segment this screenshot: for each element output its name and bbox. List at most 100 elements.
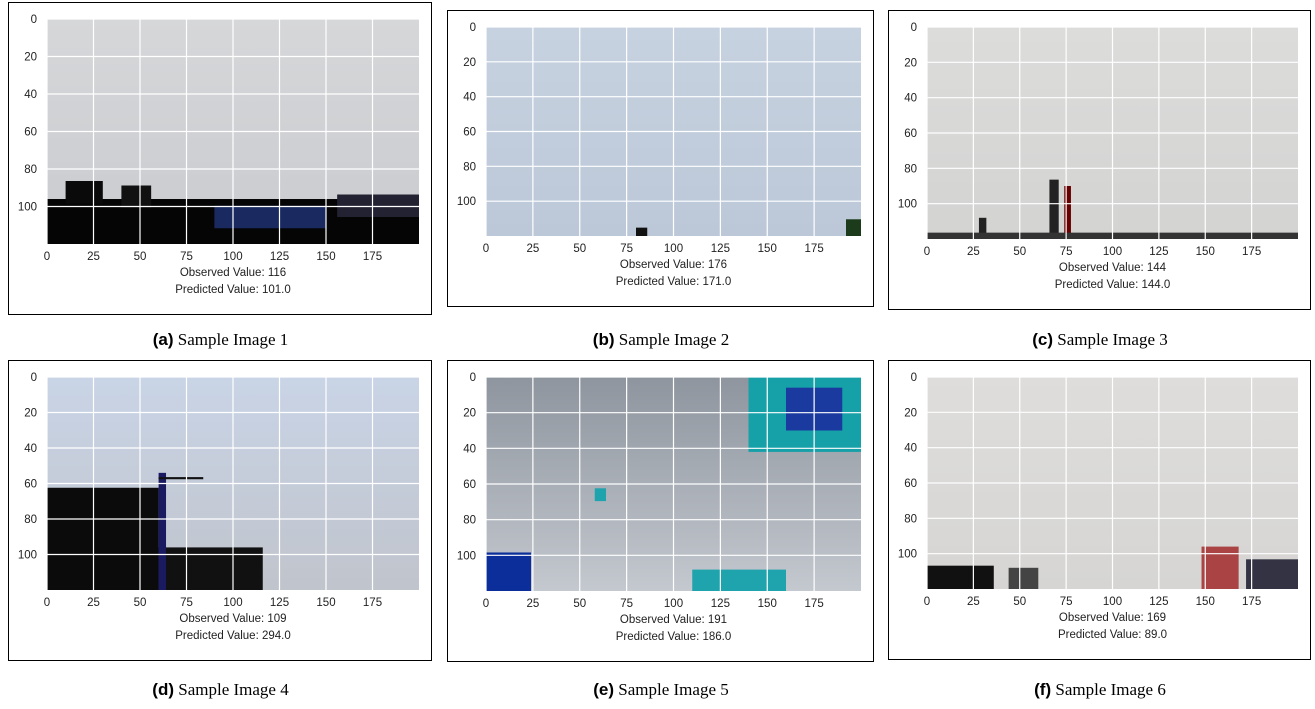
y-tick-label: 40 — [24, 89, 37, 101]
image-region — [47, 487, 159, 590]
caption-label: (f) — [1034, 680, 1052, 699]
y-tick-label: 80 — [904, 513, 917, 525]
observed-value: Observed Value: 169 — [1059, 612, 1166, 624]
plot: 0 25 50 75 100 125 150 175 0 20 40 60 80 100 Observed … — [18, 372, 419, 642]
observed-value: Observed Value: 144 — [1059, 262, 1167, 274]
x-tick-label: 100 — [1103, 596, 1122, 608]
x-tick-label: 0 — [44, 251, 50, 263]
y-tick-label: 100 — [18, 550, 37, 562]
observed-value: Observed Value: 116 — [180, 267, 286, 279]
x-tick-label: 175 — [363, 597, 382, 609]
image-region — [594, 488, 606, 502]
observed-value: Observed Value: 176 — [620, 259, 727, 271]
y-tick-label: 20 — [24, 408, 37, 420]
caption: (f) Sample Image 6 — [888, 680, 1313, 700]
image-panel: 0 25 50 75 100 125 150 175 0 20 40 60 80 100 Observed … — [888, 10, 1311, 310]
image-region — [158, 547, 263, 590]
caption-text: Sample Image 3 — [1057, 330, 1168, 349]
x-tick-label: 0 — [924, 246, 930, 258]
image-panel: 0 25 50 75 100 125 150 175 0 20 40 60 80 100 Observed … — [447, 360, 874, 662]
image-region — [158, 477, 204, 480]
y-tick-label: 80 — [463, 161, 476, 173]
y-tick-label: 40 — [463, 443, 476, 455]
x-tick-label: 25 — [87, 597, 100, 609]
x-tick-label: 175 — [805, 598, 824, 610]
y-tick-label: 20 — [904, 57, 917, 69]
image-region — [486, 552, 531, 591]
caption-text: Sample Image 2 — [618, 330, 730, 349]
predicted-value: Predicted Value: 294.0 — [175, 630, 291, 642]
observed-value: Observed Value: 109 — [179, 613, 286, 625]
image-region — [337, 194, 419, 217]
x-tick-label: 100 — [1103, 246, 1122, 258]
y-tick-label: 0 — [911, 372, 917, 384]
image-region — [1246, 559, 1298, 589]
y-tick-label: 20 — [463, 57, 476, 69]
x-tick-label: 175 — [363, 251, 382, 263]
y-tick-label: 60 — [904, 478, 917, 490]
y-tick-label: 60 — [463, 479, 476, 491]
x-tick-label: 125 — [1149, 596, 1168, 608]
y-tick-label: 60 — [463, 127, 476, 139]
image-region — [846, 219, 861, 236]
image-panel: 0 25 50 75 100 125 150 175 0 20 40 60 80 100 Observed … — [8, 360, 432, 661]
x-tick-label: 100 — [223, 597, 242, 609]
x-tick-label: 100 — [664, 598, 683, 610]
y-tick-label: 60 — [24, 479, 37, 491]
caption-label: (b) — [592, 330, 615, 349]
image-region — [121, 185, 152, 208]
x-tick-label: 100 — [664, 243, 683, 255]
x-tick-label: 125 — [711, 243, 730, 255]
x-tick-label: 150 — [758, 598, 777, 610]
x-tick-label: 75 — [180, 251, 193, 263]
y-tick-label: 20 — [24, 52, 37, 64]
x-tick-label: 50 — [573, 243, 586, 255]
image-panel: 0 25 50 75 100 125 150 175 0 20 40 60 80 100 Observed … — [447, 10, 874, 307]
predicted-value: Predicted Value: 171.0 — [616, 276, 732, 288]
y-tick-label: 40 — [24, 443, 37, 455]
caption: (a) Sample Image 1 — [8, 330, 433, 350]
image-region — [158, 472, 167, 590]
plot: 0 25 50 75 100 125 150 175 0 20 40 60 80 100 Observed … — [457, 372, 861, 643]
x-tick-label: 0 — [483, 598, 489, 610]
caption-text: Sample Image 4 — [178, 680, 289, 699]
image-region — [1064, 186, 1071, 239]
x-tick-label: 0 — [44, 597, 50, 609]
y-tick-label: 0 — [470, 372, 476, 384]
caption-label: (a) — [152, 330, 174, 349]
caption: (c) Sample Image 3 — [888, 330, 1313, 350]
x-tick-label: 75 — [1060, 246, 1073, 258]
x-tick-label: 50 — [134, 251, 147, 263]
x-tick-label: 50 — [1013, 246, 1026, 258]
image-region — [692, 569, 786, 591]
image-panel: 0 25 50 75 100 125 150 175 0 20 40 60 80 100 Observed … — [8, 2, 432, 315]
image-region — [636, 227, 648, 236]
x-tick-label: 150 — [316, 597, 335, 609]
observed-value: Observed Value: 191 — [620, 614, 727, 626]
y-tick-label: 100 — [18, 202, 37, 214]
y-tick-label: 0 — [470, 22, 476, 34]
x-tick-label: 75 — [180, 597, 193, 609]
caption: (e) Sample Image 5 — [449, 680, 874, 700]
y-tick-label: 40 — [904, 443, 917, 455]
predicted-value: Predicted Value: 144.0 — [1055, 279, 1171, 291]
y-tick-label: 80 — [463, 515, 476, 527]
x-tick-label: 25 — [526, 598, 539, 610]
caption: (b) Sample Image 2 — [449, 330, 874, 350]
y-tick-label: 80 — [24, 514, 37, 526]
y-tick-label: 20 — [904, 407, 917, 419]
x-tick-label: 150 — [1196, 596, 1215, 608]
caption-text: Sample Image 6 — [1055, 680, 1166, 699]
y-tick-label: 0 — [911, 22, 917, 34]
image-region — [214, 205, 326, 229]
y-tick-label: 80 — [24, 164, 37, 176]
x-tick-label: 175 — [805, 243, 824, 255]
x-tick-label: 25 — [87, 251, 100, 263]
x-tick-label: 150 — [758, 243, 777, 255]
x-tick-label: 0 — [483, 243, 489, 255]
x-tick-label: 25 — [967, 596, 980, 608]
plot: 0 25 50 75 100 125 150 175 0 20 40 60 80 100 Observed … — [18, 14, 419, 296]
caption-label: (c) — [1032, 330, 1054, 349]
y-tick-label: 20 — [463, 408, 476, 420]
